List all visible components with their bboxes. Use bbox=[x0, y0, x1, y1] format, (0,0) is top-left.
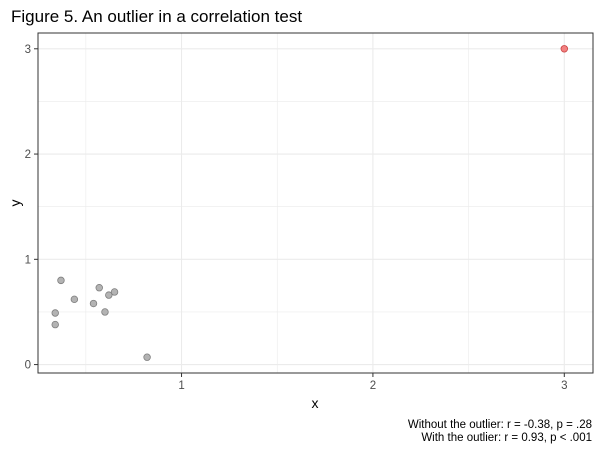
x-tick-label: 3 bbox=[561, 380, 567, 392]
data-point bbox=[105, 291, 113, 299]
y-tick-label: 3 bbox=[25, 44, 31, 56]
y-tick-label: 0 bbox=[25, 360, 31, 372]
data-point bbox=[110, 288, 119, 296]
data-point bbox=[51, 320, 59, 329]
y-tick-label: 1 bbox=[25, 254, 31, 266]
data-point bbox=[57, 276, 65, 285]
panel-border bbox=[37, 32, 594, 374]
y-tick-label: 2 bbox=[25, 149, 31, 161]
data-point bbox=[51, 309, 59, 317]
x-tick-label: 1 bbox=[178, 380, 184, 392]
data-point bbox=[143, 353, 151, 361]
data-point bbox=[89, 299, 98, 308]
x-tick-label: 2 bbox=[370, 380, 376, 392]
axis-ticks: 1 2 3 0 1 2 3 bbox=[25, 44, 568, 392]
data-point bbox=[101, 308, 109, 316]
grid bbox=[38, 33, 593, 373]
caption-line-2: With the outlier: r = 0.93, p < .001 bbox=[421, 432, 592, 444]
y-axis-title: y bbox=[7, 200, 23, 207]
outlier-point bbox=[560, 45, 568, 53]
data-point bbox=[95, 284, 103, 292]
data-points bbox=[51, 45, 568, 361]
data-point bbox=[70, 295, 79, 304]
x-axis-title: x bbox=[312, 395, 319, 411]
caption-line-1: Without the outlier: r = -0.38, p = .28 bbox=[408, 419, 592, 431]
chart-title: Figure 5. An outlier in a correlation te… bbox=[11, 7, 302, 26]
